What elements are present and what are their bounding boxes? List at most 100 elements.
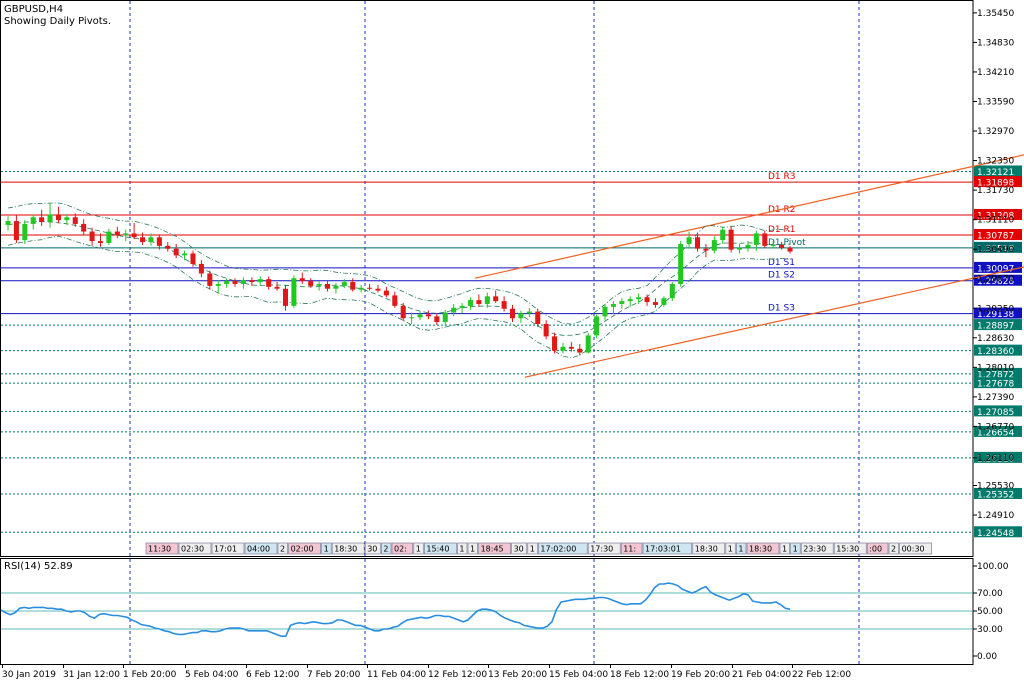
- event-tag-label: 18:30: [334, 545, 357, 554]
- candle-body: [375, 288, 381, 291]
- channel-layer[interactable]: [474, 154, 1024, 378]
- price-tick-label: 1.24910: [977, 511, 1014, 521]
- candle-body: [400, 305, 406, 319]
- candle-body: [198, 263, 204, 274]
- candle-body: [518, 313, 524, 319]
- time-tick-label: 6 Feb 12:00: [246, 670, 300, 680]
- candle-body: [526, 311, 532, 314]
- level-badge: [974, 165, 1022, 177]
- event-tag-label: 2: [280, 545, 285, 554]
- candle-body: [140, 237, 146, 243]
- event-tag-label: 1: [459, 545, 464, 554]
- candle-body: [64, 217, 70, 221]
- event-tag-label: 1: [793, 545, 798, 554]
- event-tag: [527, 542, 538, 555]
- envelope-bands-layer: [7, 202, 791, 359]
- candle-body: [459, 305, 465, 308]
- candle-body: [442, 312, 448, 323]
- price-tick-label: 1.35450: [977, 9, 1014, 19]
- channel-line-lower[interactable]: [524, 266, 1024, 378]
- event-tag: [746, 542, 780, 555]
- event-tag: [381, 542, 392, 555]
- pivot-badge-label: 1.31898: [977, 179, 1014, 189]
- event-tag: [321, 542, 332, 555]
- pivot-badge-label: 1.30787: [977, 232, 1014, 242]
- candle-body: [333, 285, 339, 289]
- candle-body: [694, 237, 701, 249]
- pivot-badge: [974, 307, 1022, 319]
- event-tag: [413, 542, 424, 555]
- time-tick-label: 5 Feb 04:00: [185, 670, 239, 680]
- time-tick-label: 30 Jan 2019: [2, 670, 56, 680]
- candle-body: [207, 273, 213, 286]
- candle-body: [106, 231, 112, 243]
- channel-line-upper[interactable]: [474, 154, 1024, 279]
- candle-body: [762, 233, 768, 246]
- candle-body: [325, 283, 331, 289]
- candle-body: [266, 279, 272, 287]
- candle-body: [678, 243, 684, 284]
- candle-body: [274, 286, 280, 289]
- level-badge-label: 1.27678: [977, 380, 1014, 390]
- lower-band: [7, 235, 791, 359]
- candle-body: [610, 303, 616, 307]
- event-tag-label: 17:30: [590, 545, 613, 554]
- event-tag: [364, 542, 381, 555]
- candle-body: [501, 301, 507, 309]
- candle-body: [182, 253, 188, 256]
- pivot-badge-label: 1.30097: [977, 264, 1014, 274]
- time-tick-label: 22 Feb 12:00: [792, 670, 851, 680]
- candle-body: [383, 290, 389, 296]
- price-tick-label: 1.29870: [977, 275, 1014, 285]
- time-tick-label: 15 Feb 04:00: [549, 670, 608, 680]
- rsi-label: RSI(14) 52.89: [4, 561, 73, 572]
- event-tag: [457, 542, 468, 555]
- event-tag-label: 1: [782, 545, 787, 554]
- candle-body: [5, 221, 11, 225]
- candle-body: [543, 323, 549, 337]
- level-badge: [974, 367, 1022, 379]
- candle-body: [585, 335, 591, 353]
- candle-body: [669, 283, 675, 299]
- event-tag: [866, 542, 889, 555]
- candle-body: [308, 281, 314, 286]
- candle-body: [728, 229, 734, 250]
- candle-body: [224, 281, 230, 284]
- candle-body: [114, 231, 120, 236]
- candle-body: [661, 298, 667, 305]
- event-tag-label: 18:30: [749, 545, 772, 554]
- event-tag: [178, 542, 212, 555]
- level-badge: [974, 425, 1022, 437]
- event-tag: [642, 542, 693, 555]
- candle-body: [568, 346, 574, 349]
- time-tick-label: 31 Jan 12:00: [63, 670, 120, 680]
- rsi-tick-label: 30.00: [977, 625, 1003, 635]
- event-tag-label: 17:01: [214, 545, 237, 554]
- pivot-line-label: D1 R3: [768, 172, 796, 182]
- pivot-line-label: D1 Pivot: [768, 238, 806, 248]
- time-tick-label: 21 Feb 04:00: [732, 670, 791, 680]
- pivot-badge-label: 1.29138: [977, 310, 1014, 320]
- event-tag-label: 18:45: [481, 545, 504, 554]
- upper-band: [7, 202, 791, 325]
- event-tag-label: 1: [324, 545, 329, 554]
- candle-body: [257, 279, 263, 283]
- event-tag-label: 1: [530, 545, 535, 554]
- time-tick-label: 11 Feb 04:00: [367, 670, 426, 680]
- level-badge: [974, 344, 1022, 356]
- level-badge: [974, 451, 1022, 463]
- candle-body: [156, 237, 162, 246]
- candle-body: [165, 245, 171, 249]
- event-tag-label: 17:02:00: [540, 545, 576, 554]
- candle-body: [215, 283, 221, 286]
- candle-body: [299, 278, 305, 282]
- candle-body: [392, 295, 398, 306]
- event-tag: [538, 542, 588, 555]
- candle-body: [249, 280, 255, 283]
- rsi-tick-label: 100.00: [977, 562, 1009, 572]
- price-tick-label: 1.28630: [977, 334, 1014, 344]
- event-tag-label: :00: [869, 545, 882, 554]
- rsi-line: [0, 582, 791, 637]
- candle-body: [240, 280, 246, 284]
